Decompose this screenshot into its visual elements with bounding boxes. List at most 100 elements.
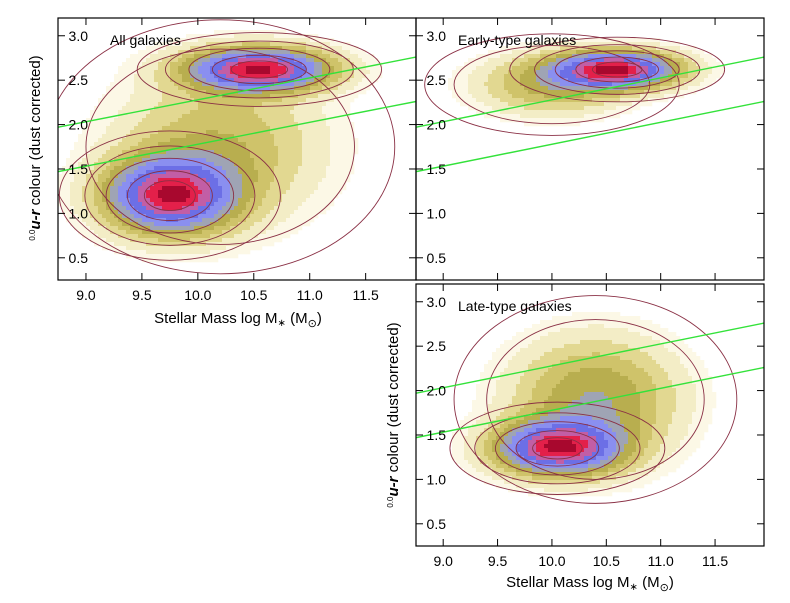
density-cell	[114, 86, 119, 91]
density-cell	[194, 198, 199, 203]
density-cell	[572, 336, 577, 341]
density-cell	[158, 86, 163, 91]
density-cell	[644, 54, 649, 59]
density-cell	[290, 138, 295, 143]
density-cell	[90, 182, 95, 187]
density-cell	[94, 194, 99, 199]
density-cell	[214, 118, 219, 123]
density-cell	[286, 138, 291, 143]
density-cell	[294, 110, 299, 115]
density-cell	[528, 58, 533, 63]
density-cell	[250, 66, 255, 71]
density-cell	[182, 114, 187, 119]
density-cell	[600, 94, 605, 99]
density-cell	[588, 42, 593, 47]
density-cell	[528, 74, 533, 79]
density-cell	[282, 98, 287, 103]
density-cell	[266, 154, 271, 159]
density-cell	[342, 178, 347, 183]
density-cell	[218, 30, 223, 35]
density-cell	[330, 194, 335, 199]
density-cell	[230, 86, 235, 91]
density-cell	[74, 150, 79, 155]
density-cell	[468, 106, 473, 111]
density-cell	[448, 86, 453, 91]
density-cell	[198, 234, 203, 239]
density-cell	[584, 102, 589, 107]
density-cell	[672, 74, 677, 79]
density-cell	[298, 194, 303, 199]
density-cell	[222, 222, 227, 227]
density-cell	[134, 218, 139, 223]
density-cell	[278, 54, 283, 59]
density-cell	[198, 66, 203, 71]
density-cell	[326, 126, 331, 131]
density-cell	[254, 42, 259, 47]
density-cell	[632, 42, 637, 47]
density-cell	[334, 114, 339, 119]
density-cell	[680, 54, 685, 59]
density-cell	[322, 150, 327, 155]
density-cell	[230, 158, 235, 163]
density-cell	[182, 146, 187, 151]
density-cell	[596, 328, 601, 333]
density-cell	[210, 118, 215, 123]
density-cell	[238, 250, 243, 255]
density-cell	[154, 154, 159, 159]
density-cell	[170, 246, 175, 251]
density-cell	[94, 222, 99, 227]
density-cell	[106, 186, 111, 191]
density-cell	[588, 70, 593, 75]
density-cell	[210, 182, 215, 187]
density-cell	[318, 138, 323, 143]
density-cell	[214, 114, 219, 119]
density-cell	[338, 94, 343, 99]
density-cell	[178, 58, 183, 63]
density-cell	[544, 42, 549, 47]
density-cell	[226, 154, 231, 159]
density-cell	[660, 82, 665, 87]
density-cell	[238, 114, 243, 119]
density-cell	[250, 34, 255, 39]
density-cell	[238, 38, 243, 43]
density-cell	[286, 206, 291, 211]
density-cell	[234, 54, 239, 59]
density-cell	[680, 66, 685, 71]
density-cell	[254, 222, 259, 227]
density-cell	[456, 66, 461, 71]
density-cell	[86, 206, 91, 211]
density-cell	[668, 90, 673, 95]
density-cell	[564, 38, 569, 43]
density-cell	[672, 62, 677, 67]
density-cell	[314, 46, 319, 51]
density-cell	[302, 158, 307, 163]
density-cell	[102, 170, 107, 175]
density-cell	[162, 162, 167, 167]
density-cell	[230, 250, 235, 255]
density-cell	[584, 86, 589, 91]
density-cell	[250, 178, 255, 183]
density-cell	[572, 114, 577, 119]
density-cell	[150, 222, 155, 227]
density-cell	[326, 118, 331, 123]
density-cell	[536, 332, 541, 337]
density-cell	[616, 90, 621, 95]
density-cell	[334, 142, 339, 147]
density-cell	[202, 214, 207, 219]
density-cell	[326, 198, 331, 203]
density-cell	[258, 50, 263, 55]
density-cell	[250, 30, 255, 35]
density-cell	[142, 98, 147, 103]
density-cell	[162, 102, 167, 107]
density-cell	[166, 78, 171, 83]
density-cell	[214, 162, 219, 167]
density-cell	[218, 154, 223, 159]
density-cell	[134, 86, 139, 91]
density-cell	[130, 114, 135, 119]
density-cell	[130, 106, 135, 111]
density-cell	[556, 324, 561, 329]
density-cell	[234, 50, 239, 55]
y-tick-label: 2.5	[427, 72, 447, 88]
density-cell	[298, 70, 303, 75]
density-cell	[190, 134, 195, 139]
